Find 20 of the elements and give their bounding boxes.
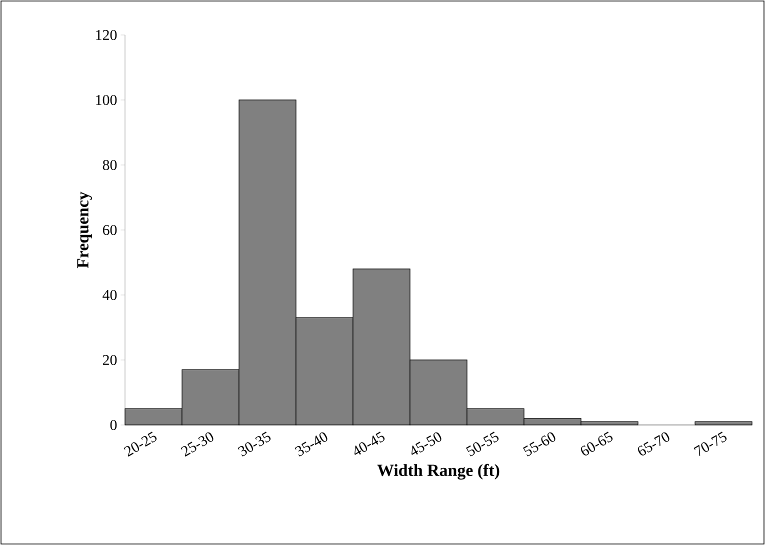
y-tick-label: 60 — [102, 224, 117, 236]
y-tick-label: 0 — [110, 420, 117, 430]
y-tick-label: 20 — [102, 354, 117, 366]
x-tick-label: 70-75 — [694, 432, 727, 456]
x-tick-label: 65-70 — [638, 432, 670, 456]
x-tick-label: 50-55 — [466, 432, 499, 456]
x-tick-label: 20-25 — [124, 432, 157, 457]
x-tick-label: 40-45 — [354, 432, 385, 455]
y-axis-title: Frequency — [77, 192, 92, 268]
x-tick-label: 60-65 — [580, 432, 613, 456]
x-tick-label: 25-30 — [180, 432, 214, 457]
x-tick-label: 35-40 — [294, 432, 328, 456]
x-axis-title: Width Range (ft) — [377, 464, 500, 480]
y-tick-label: 40 — [102, 290, 117, 300]
y-tick-label: 100 — [96, 94, 117, 106]
x-tick-label: 30-35 — [238, 432, 271, 456]
x-tick-label: 45-50 — [412, 432, 442, 455]
y-tick-label: 120 — [96, 30, 117, 40]
x-tick-label: 55-60 — [523, 432, 556, 456]
y-tick-label: 80 — [102, 160, 117, 170]
